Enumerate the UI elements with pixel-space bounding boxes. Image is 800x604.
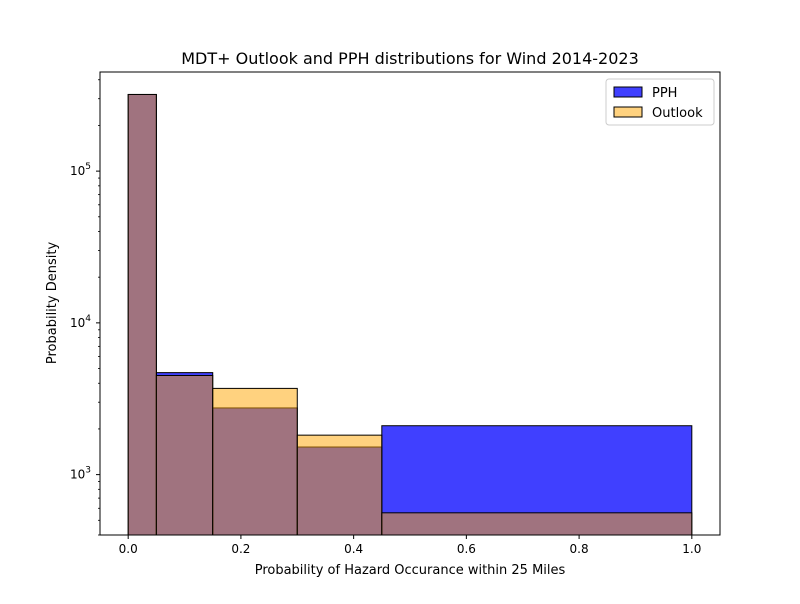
outlook-bar — [155, 374, 214, 536]
axes: 0.0 0.2 0.4 0.6 0.8 1.0 103 104 105 — [70, 71, 721, 556]
x-tick-label: 0.6 — [457, 542, 476, 556]
legend-swatch-outlook — [613, 106, 643, 118]
legend-label-outlook: Outlook — [652, 106, 703, 121]
x-tick-label: 1.0 — [682, 542, 701, 556]
outlook-bar — [381, 512, 693, 536]
legend-label-pph: PPH — [652, 86, 677, 101]
y-tick-label: 105 — [70, 162, 91, 178]
plot-area — [127, 93, 693, 536]
y-tick-label: 104 — [70, 314, 91, 330]
outlook-bar — [212, 387, 298, 536]
y-axis-label: Probability Density — [45, 242, 60, 365]
legend-swatch-pph — [613, 86, 643, 98]
legend: PPH Outlook — [605, 78, 715, 126]
outlook-bar — [127, 93, 157, 536]
y-tick-label: 103 — [70, 466, 91, 482]
chart-title: MDT+ Outlook and PPH distributions for W… — [181, 49, 639, 68]
x-axis-label: Probability of Hazard Occurance within 2… — [255, 563, 566, 578]
x-tick-label: 0.4 — [344, 542, 363, 556]
x-tick-label: 0.2 — [231, 542, 250, 556]
x-tick-label: 0.8 — [570, 542, 589, 556]
axes-frame — [99, 71, 721, 536]
x-tick-label: 0.0 — [119, 542, 138, 556]
outlook-bar — [296, 434, 383, 536]
